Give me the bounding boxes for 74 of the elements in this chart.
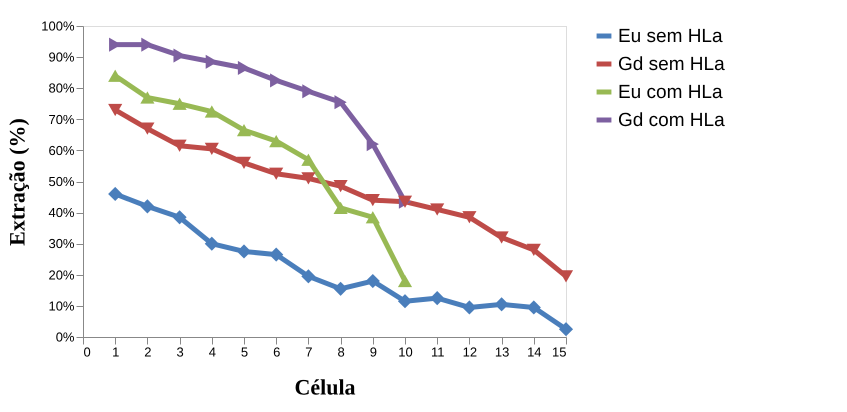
- y-tick-label: 0%: [56, 330, 75, 344]
- x-tick-label: 14: [527, 344, 542, 360]
- x-tick-label: 7: [305, 344, 313, 360]
- point: [172, 140, 187, 152]
- y-tick-label: 70%: [48, 112, 75, 127]
- x-axis-title: Célula: [294, 374, 356, 400]
- point: [269, 248, 284, 262]
- point: [334, 95, 347, 110]
- point: [462, 300, 476, 315]
- x-tick-label: 6: [273, 344, 280, 360]
- point: [334, 282, 348, 296]
- point: [366, 211, 380, 224]
- x-tick-label: 4: [208, 344, 216, 360]
- point: [366, 274, 380, 288]
- point: [558, 322, 574, 336]
- point: [140, 122, 154, 135]
- point: [236, 124, 252, 136]
- point: [141, 38, 154, 52]
- y-tick-label: 100%: [41, 18, 75, 34]
- point: [430, 203, 444, 216]
- y-axis-title: Extração (%): [4, 118, 30, 246]
- point: [494, 231, 509, 244]
- x-tick-label: 11: [430, 344, 444, 360]
- y-tick-label: 40%: [48, 205, 75, 220]
- point: [462, 211, 476, 224]
- point: [238, 60, 250, 76]
- point: [270, 73, 282, 88]
- point: [301, 172, 316, 185]
- point: [108, 104, 122, 116]
- y-tick-label: 60%: [48, 142, 75, 158]
- y-tick-label: 80%: [48, 80, 75, 96]
- point: [366, 194, 380, 206]
- point: [334, 180, 348, 192]
- x-tick-label: 1: [112, 344, 120, 360]
- point: [172, 98, 187, 110]
- x-tick-label: 10: [398, 344, 413, 360]
- point: [172, 210, 187, 224]
- x-tick-label: 15: [552, 344, 566, 360]
- point: [108, 186, 122, 202]
- x-tick-label: 3: [176, 344, 184, 360]
- point: [301, 269, 316, 284]
- legend-label: Gd sem HLa: [618, 54, 726, 75]
- point: [334, 202, 348, 214]
- point: [236, 156, 252, 169]
- point: [398, 294, 412, 308]
- point: [204, 105, 219, 118]
- point: [140, 91, 154, 104]
- point: [526, 244, 541, 256]
- point: [269, 134, 284, 148]
- point: [301, 154, 316, 166]
- point: [398, 274, 412, 288]
- legend-label: Gd com HLa: [618, 110, 726, 131]
- point: [430, 291, 444, 306]
- x-tick-label: 5: [240, 344, 248, 360]
- point: [269, 168, 284, 180]
- y-tick-label: 30%: [48, 236, 75, 252]
- x-tick-label: 12: [462, 344, 478, 360]
- point: [204, 142, 219, 155]
- point: [494, 297, 509, 312]
- legend-label: Eu sem HLa: [618, 26, 723, 47]
- point: [140, 199, 154, 214]
- legend-label: Eu com HLa: [618, 82, 723, 103]
- point: [302, 84, 315, 98]
- y-tick-label: 50%: [48, 174, 75, 189]
- x-tick-label: 2: [144, 344, 152, 360]
- x-tick-label: 9: [370, 344, 377, 360]
- y-tick-label: 20%: [48, 267, 75, 282]
- x-tick-label: 8: [337, 344, 345, 360]
- y-tick-label: 90%: [48, 50, 75, 65]
- x-tick-label: 13: [494, 344, 510, 360]
- point: [204, 236, 219, 251]
- x-tick-label: 0: [84, 344, 91, 360]
- y-tick-label: 10%: [48, 298, 75, 314]
- point: [526, 300, 541, 315]
